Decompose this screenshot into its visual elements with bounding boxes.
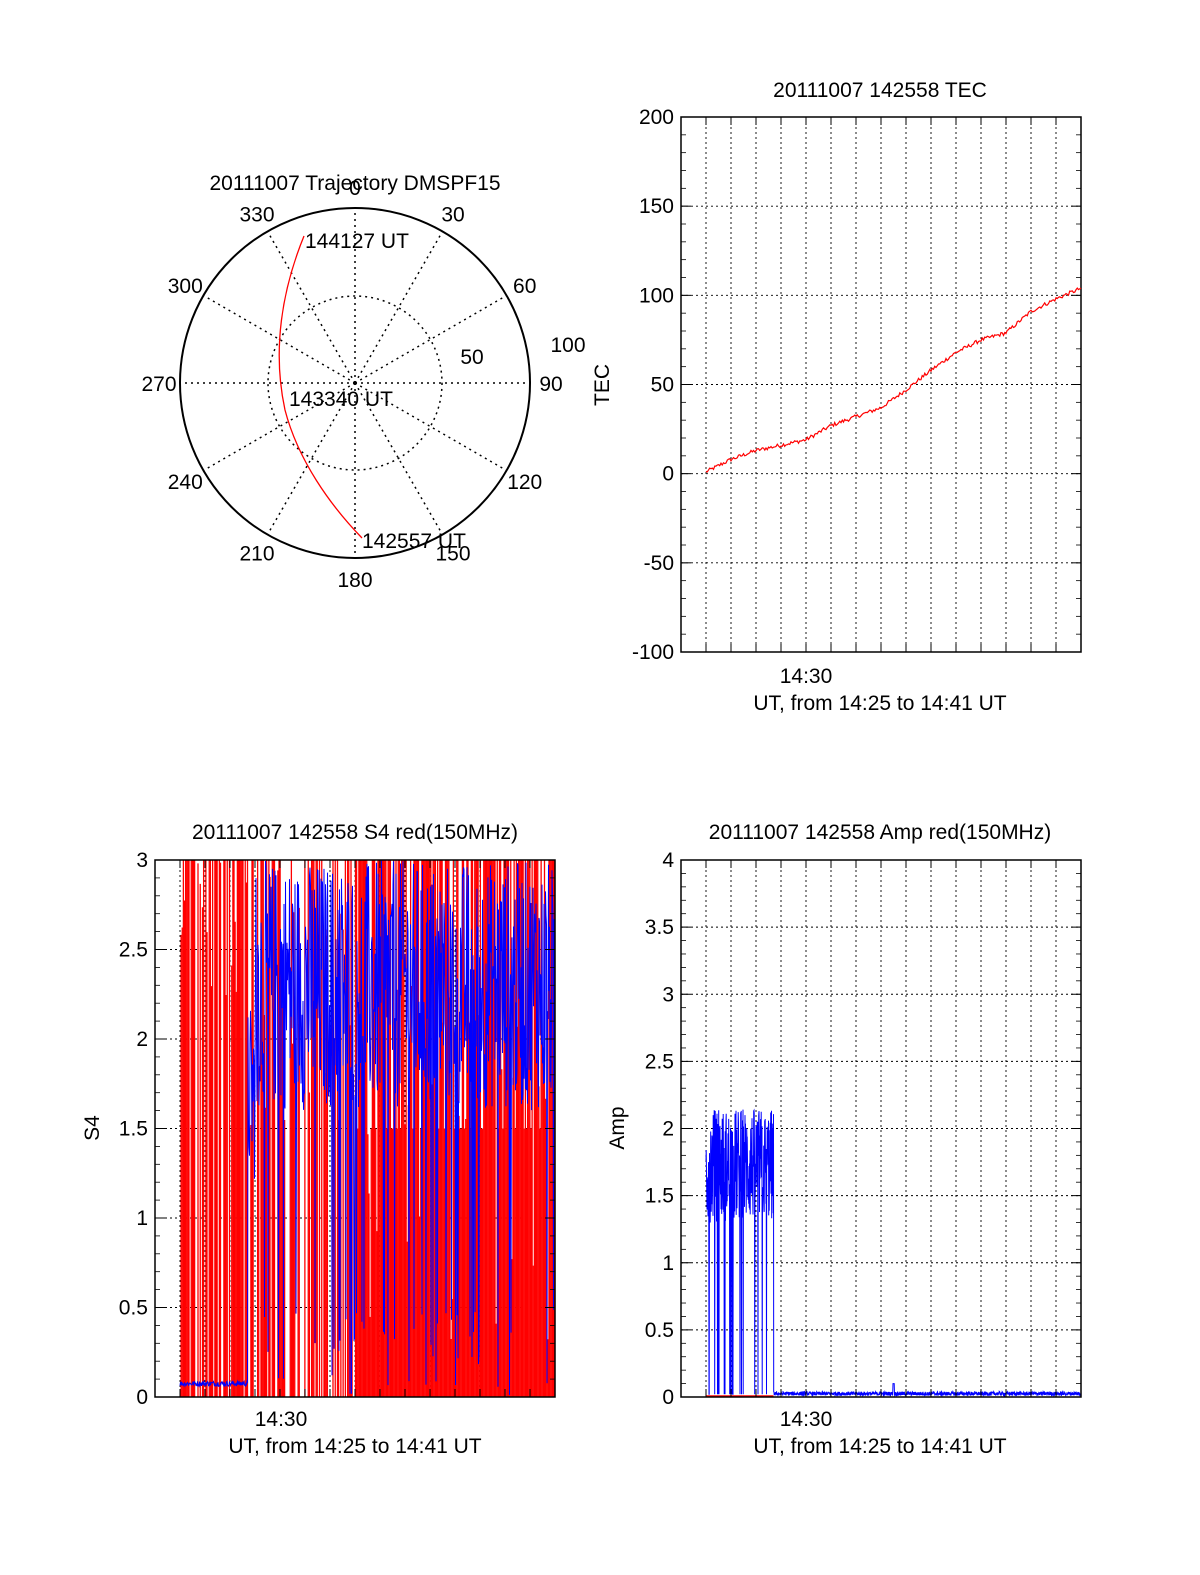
polar-spoke — [266, 382, 356, 535]
y-tick-label: 1 — [136, 1207, 148, 1230]
y-tick-label: 3.5 — [645, 916, 674, 939]
y-tick-label: 2 — [136, 1028, 148, 1051]
polar-angle-label: 90 — [539, 373, 562, 396]
polar-angle-label: 60 — [513, 275, 536, 298]
polar-angle-label: 270 — [141, 373, 176, 396]
polar-title: 20111007 Trajectory DMSPF15 — [209, 172, 500, 195]
polar-spokes — [180, 208, 530, 558]
amp-chart: 20111007 142558 Amp red(150MHz) 0 0.5 1 1.5… — [606, 821, 1082, 1458]
y-tick-label: 0.5 — [645, 1319, 674, 1342]
s4-x-tick-label: 14:30 — [255, 1408, 308, 1431]
polar-radial-label-50: 50 — [460, 346, 483, 369]
polar-angle-label: 30 — [441, 203, 464, 226]
amp-blue-series — [705, 1108, 1082, 1398]
y-tick-label: 3 — [136, 849, 148, 872]
polar-angle-label: 210 — [239, 543, 274, 566]
tec-chart: 20111007 142558 TEC -100-50050100150200 … — [591, 79, 1082, 715]
y-tick-label: 0 — [662, 463, 674, 486]
tec-grid — [681, 117, 1081, 652]
y-tick-label: 0 — [662, 1386, 674, 1409]
y-tick-label: 4 — [662, 849, 674, 872]
polar-grid-ring-50 — [267, 295, 443, 471]
polar-point-label-end: 142557 UT — [362, 530, 466, 553]
y-tick-label: 3 — [662, 983, 674, 1006]
y-tick-label: -50 — [644, 552, 674, 575]
polar-angle-label: 180 — [337, 569, 372, 592]
y-tick-label: -100 — [632, 641, 674, 664]
tec-title: 20111007 142558 TEC — [773, 79, 987, 102]
s4-title: 20111007 142558 S4 red(150MHz) — [192, 821, 518, 844]
s4-ticks — [155, 859, 555, 1398]
s4-y-axis-label: S4 — [81, 1115, 104, 1141]
y-tick-label: 0 — [136, 1386, 148, 1409]
y-tick-label: 50 — [651, 374, 674, 397]
polar-spoke — [203, 382, 356, 472]
tec-y-axis-label: TEC — [591, 364, 614, 406]
polar-chart: 20111007 Trajectory DMSPF15 0 30 60 90 120 15… — [141, 172, 585, 592]
polar-angle-label: 150 — [435, 543, 470, 566]
tec-y-tick-labels: -100 -50 0 50 100 150 200 — [632, 106, 674, 664]
y-tick-label: 150 — [639, 195, 674, 218]
polar-angle-label: 300 — [168, 275, 203, 298]
y-tick-label: 0.5 — [119, 1297, 148, 1320]
tec-x-tick-label: 14:30 — [780, 665, 833, 688]
y-tick-label: 2.5 — [645, 1050, 674, 1073]
y-tick-label: 100 — [639, 284, 674, 307]
polar-angle-label: 330 — [239, 203, 274, 226]
polar-angle-labels: 0 30 60 90 120 150 180 210 240 270 300 330 — [141, 177, 562, 592]
polar-trajectory-line — [278, 235, 363, 539]
amp-y-axis-label: Amp — [606, 1106, 629, 1149]
tec-x-axis-label: UT, from 14:25 to 14:41 UT — [753, 692, 1006, 715]
polar-point-label-mid: 143340 UT — [289, 388, 393, 411]
polar-spoke — [354, 382, 507, 472]
s4-blue-series — [179, 860, 556, 1395]
polar-spoke — [354, 382, 444, 535]
amp-blue-line — [705, 1108, 1082, 1398]
polar-angle-label: 0 — [349, 177, 361, 200]
y-tick-label: 2.5 — [119, 939, 148, 962]
y-tick-label: 200 — [639, 106, 674, 129]
tec-plot-frame — [680, 116, 1082, 653]
s4-blue-line — [179, 860, 556, 1395]
polar-spoke — [354, 294, 507, 384]
amp-y-tick-labels: 0 0.5 1 1.5 2 2.5 3 3.5 4 — [645, 849, 675, 1409]
polar-spoke — [354, 231, 444, 384]
polar-spoke — [266, 231, 356, 384]
tec-ticks — [681, 116, 1081, 653]
s4-plot-frame — [154, 859, 556, 1398]
amp-title: 20111007 142558 Amp red(150MHz) — [709, 821, 1051, 844]
s4-y-tick-labels: 0 0.5 1 1.5 2 2.5 3 — [119, 849, 148, 1409]
tec-series-line — [705, 287, 1082, 473]
y-tick-label: 1.5 — [645, 1185, 674, 1208]
amp-ticks — [681, 859, 1081, 1398]
y-tick-label: 2 — [662, 1118, 674, 1141]
polar-spoke — [203, 294, 356, 384]
polar-point-label-start: 144127 UT — [305, 230, 409, 253]
amp-plot-frame — [680, 859, 1082, 1398]
amp-x-axis-label: UT, from 14:25 to 14:41 UT — [753, 1435, 1006, 1458]
y-tick-label: 1 — [662, 1252, 674, 1275]
polar-angle-label: 120 — [507, 471, 542, 494]
s4-x-axis-label: UT, from 14:25 to 14:41 UT — [228, 1435, 481, 1458]
polar-radial-label-100: 100 — [550, 334, 585, 357]
polar-angle-label: 240 — [168, 471, 203, 494]
y-tick-label: 1.5 — [119, 1118, 148, 1141]
amp-x-tick-label: 14:30 — [780, 1408, 833, 1431]
s4-chart: 20111007 142558 S4 red(150MHz) 0 0.5 1 1.5 2… — [81, 821, 556, 1458]
